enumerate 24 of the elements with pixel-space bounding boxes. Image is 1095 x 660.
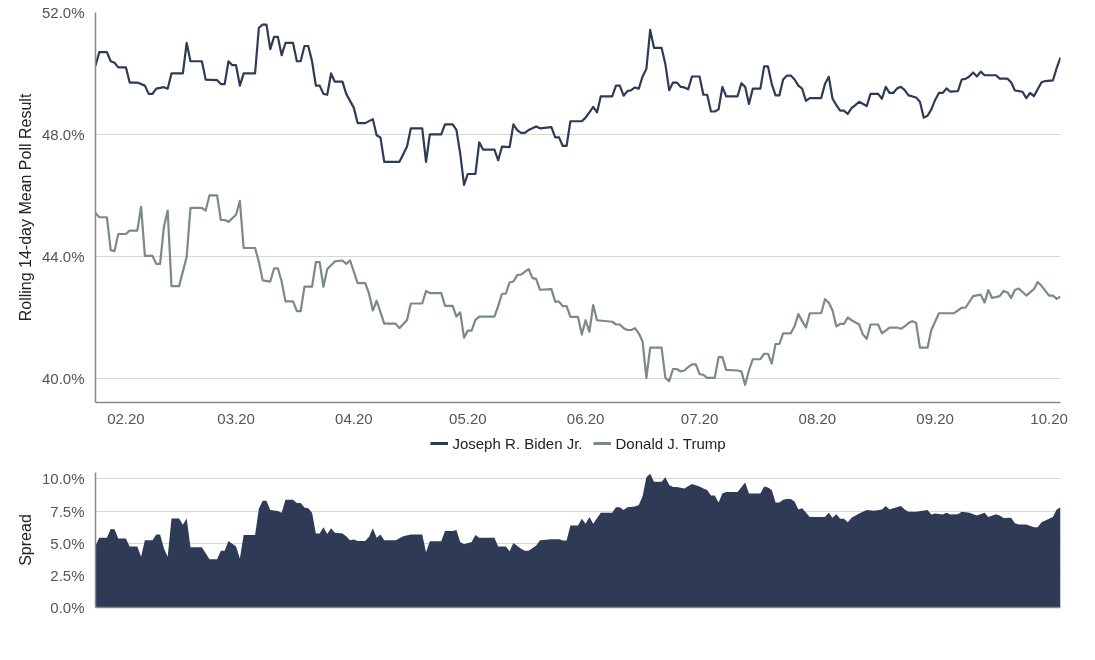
y-tick-label: 48.0%: [41, 125, 85, 143]
y-tick-label: 5.0%: [50, 534, 85, 552]
y-tick-label: 2.5%: [50, 566, 85, 584]
x-tick-label: 03.20: [217, 409, 255, 427]
y-tick-label: 10.0%: [41, 470, 85, 488]
x-tick-label: 10.20: [1030, 409, 1068, 427]
y-tick-label: 40.0%: [41, 369, 85, 387]
y-tick-label: 52.0%: [41, 4, 85, 21]
y-tick-label: 7.5%: [50, 502, 85, 520]
line-series: [95, 194, 1061, 386]
x-tick-label: 06.20: [566, 409, 605, 427]
line-series: [95, 23, 1061, 187]
y-tick-label: 0.0%: [50, 598, 85, 616]
y-tick-label: 44.0%: [41, 247, 85, 265]
x-tick-label: 02.20: [107, 409, 145, 427]
x-tick-label: 08.20: [798, 409, 837, 427]
x-tick-label: 07.20: [680, 409, 719, 427]
x-tick-label: 05.20: [449, 409, 487, 427]
y-axis-title: Rolling 14-day Mean Poll Result: [16, 93, 34, 322]
legend-label: Joseph R. Biden Jr.: [452, 434, 583, 452]
y-axis-title: Spread: [16, 514, 34, 566]
legend-label: Donald J. Trump: [615, 434, 726, 452]
x-tick-label: 04.20: [335, 409, 373, 427]
x-tick-label: 09.20: [916, 409, 954, 427]
